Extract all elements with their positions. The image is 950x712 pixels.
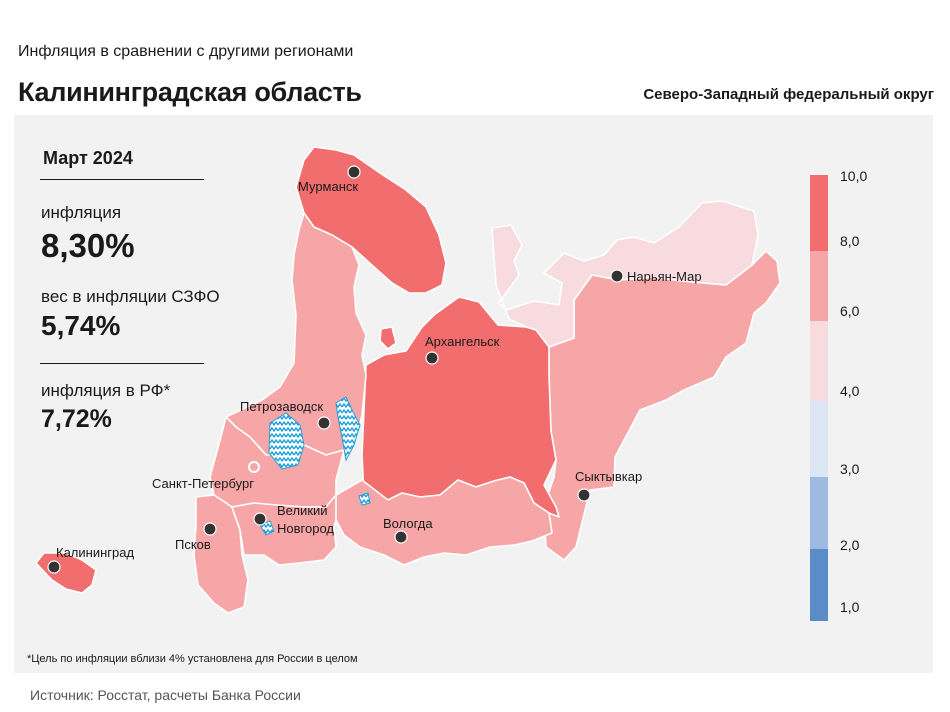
city-label-murmansk: Мурманск <box>298 179 358 194</box>
page-title: Калининградская область <box>18 77 362 107</box>
lakes <box>259 396 371 536</box>
city-label-spb: Санкт-Петербург <box>152 476 254 491</box>
region-nenets <box>491 200 759 348</box>
map-panel: Март 2024 инфляция 8,30% вес в инфляции … <box>14 115 933 673</box>
city-label-novgorod-2: Новгород <box>277 521 334 536</box>
legend-tick-label: 10,0 <box>840 168 867 184</box>
legend-tick-label: 6,0 <box>840 303 860 319</box>
city-label-pskov: Псков <box>175 537 211 552</box>
divider <box>40 363 204 364</box>
spb-marker <box>248 461 260 473</box>
rf-inflation-label: инфляция в РФ* <box>41 381 171 400</box>
chart-supertitle: Инфляция в сравнении с другими регионами <box>18 43 354 60</box>
city-marker <box>47 560 61 574</box>
region-vologda <box>335 476 553 566</box>
city-marker <box>203 522 217 536</box>
legend-swatch <box>810 477 828 549</box>
city-marker <box>394 530 408 544</box>
weight-value: 5,74% <box>41 310 121 341</box>
city-marker <box>317 416 331 430</box>
rf-inflation-value: 7,72% <box>41 405 112 433</box>
city-label-kaliningrad: Калининград <box>56 545 134 560</box>
region-novgorod <box>231 494 340 566</box>
city-label-syktyvkar: Сыктывкар <box>575 469 642 484</box>
city-label-arkhangelsk: Архангельск <box>425 334 500 349</box>
legend-tick-label: 2,0 <box>840 537 860 553</box>
legend-tick-label: 4,0 <box>840 383 860 399</box>
lake-ladoga <box>268 412 305 470</box>
city-label-novgorod-1: Великий <box>277 503 328 518</box>
inflation-label: инфляция <box>41 203 122 222</box>
color-legend: 10,0 8,0 6,0 4,0 3,0 2,0 1,0 <box>810 168 867 621</box>
footnote: *Цель по инфляции вблизи 4% установлена … <box>27 653 358 665</box>
source-note: Источник: Росстат, расчеты Банка России <box>30 687 301 703</box>
city-label-petrozavodsk: Петрозаводск <box>240 399 323 414</box>
city-label-naryan-mar: Нарьян-Мар <box>627 269 702 284</box>
city-marker <box>347 165 361 179</box>
legend-swatch <box>810 251 828 321</box>
legend-tick-label: 8,0 <box>840 233 860 249</box>
city-marker <box>577 488 591 502</box>
legend-tick-label: 1,0 <box>840 599 860 615</box>
lake-beloye <box>358 492 371 506</box>
weight-label: вес в инфляции СЗФО <box>41 287 220 306</box>
legend-swatch <box>810 321 828 401</box>
city-marker <box>425 351 439 365</box>
period-label: Март 2024 <box>43 148 133 168</box>
region-solovetsky <box>379 326 397 350</box>
region-komi <box>543 250 781 561</box>
city-marker <box>610 269 624 283</box>
city-label-vologda: Вологда <box>383 516 433 531</box>
legend-swatch <box>810 549 828 621</box>
legend-swatch <box>810 175 828 251</box>
district-label: Северо-Западный федеральный округ <box>643 86 934 103</box>
divider <box>40 179 204 180</box>
legend-tick-label: 3,0 <box>840 461 860 477</box>
inflation-value: 8,30% <box>41 227 135 264</box>
regions-map: Мурманск Нарьян-Мар Архангельск Петрозав… <box>35 146 867 621</box>
legend-swatch <box>810 401 828 477</box>
city-marker <box>253 512 267 526</box>
lake-onega <box>335 396 361 462</box>
